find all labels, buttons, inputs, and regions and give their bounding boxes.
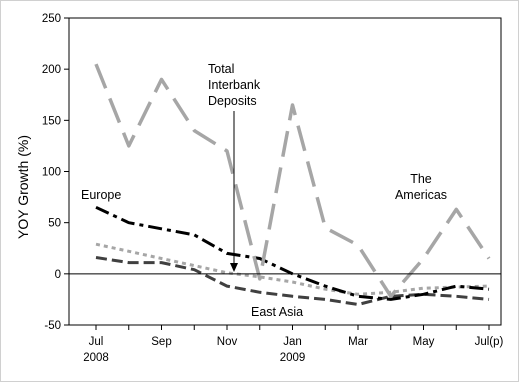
- y-tick-label: 150: [42, 115, 61, 127]
- y-tick-label: 0: [55, 269, 61, 281]
- x-tick-label: Sep: [151, 336, 171, 348]
- y-tick-label: 100: [42, 167, 61, 179]
- y-tick-label: 250: [42, 13, 61, 25]
- series-line-the-americas: [94, 63, 491, 299]
- x-tick-label: Jan: [283, 336, 302, 348]
- x-year-label: 2008: [83, 352, 109, 364]
- annotation-total-line3: Deposits: [208, 94, 257, 108]
- annotation-east-asia: East Asia: [251, 305, 303, 319]
- tick-labels: -50 0 50 100 150 200 250 Jul Sep Nov Jan Mar May Jul(…: [42, 13, 504, 364]
- axis-layer: [64, 17, 502, 330]
- x-tick-label: Jul: [89, 336, 104, 348]
- y-tick-label: 50: [48, 218, 61, 230]
- series-line-east-asia: [95, 256, 490, 306]
- annotation-europe: Europe: [81, 188, 121, 202]
- annotation-americas-line1: The: [410, 172, 432, 186]
- y-axis-title: YOY Growth (%): [15, 135, 31, 239]
- x-year-label: 2009: [280, 352, 306, 364]
- annotation-americas-line2: Americas: [395, 188, 447, 202]
- y-tick-label: 200: [42, 64, 61, 76]
- annotation-total-arrow-head: [230, 263, 238, 272]
- y-tick-label: -50: [44, 320, 61, 332]
- annotation-total-line2: Interbank: [208, 78, 261, 92]
- series-line-total-interbank-deposits: [95, 242, 490, 296]
- x-tick-label: Jul(p): [475, 336, 504, 348]
- x-tick-label: Nov: [217, 336, 238, 348]
- x-tick-label: May: [413, 336, 435, 348]
- annotation-total-line1: Total: [208, 62, 234, 76]
- x-tick-label: Mar: [348, 336, 368, 348]
- series-line-europe: [95, 205, 490, 301]
- plot-border: [68, 17, 502, 326]
